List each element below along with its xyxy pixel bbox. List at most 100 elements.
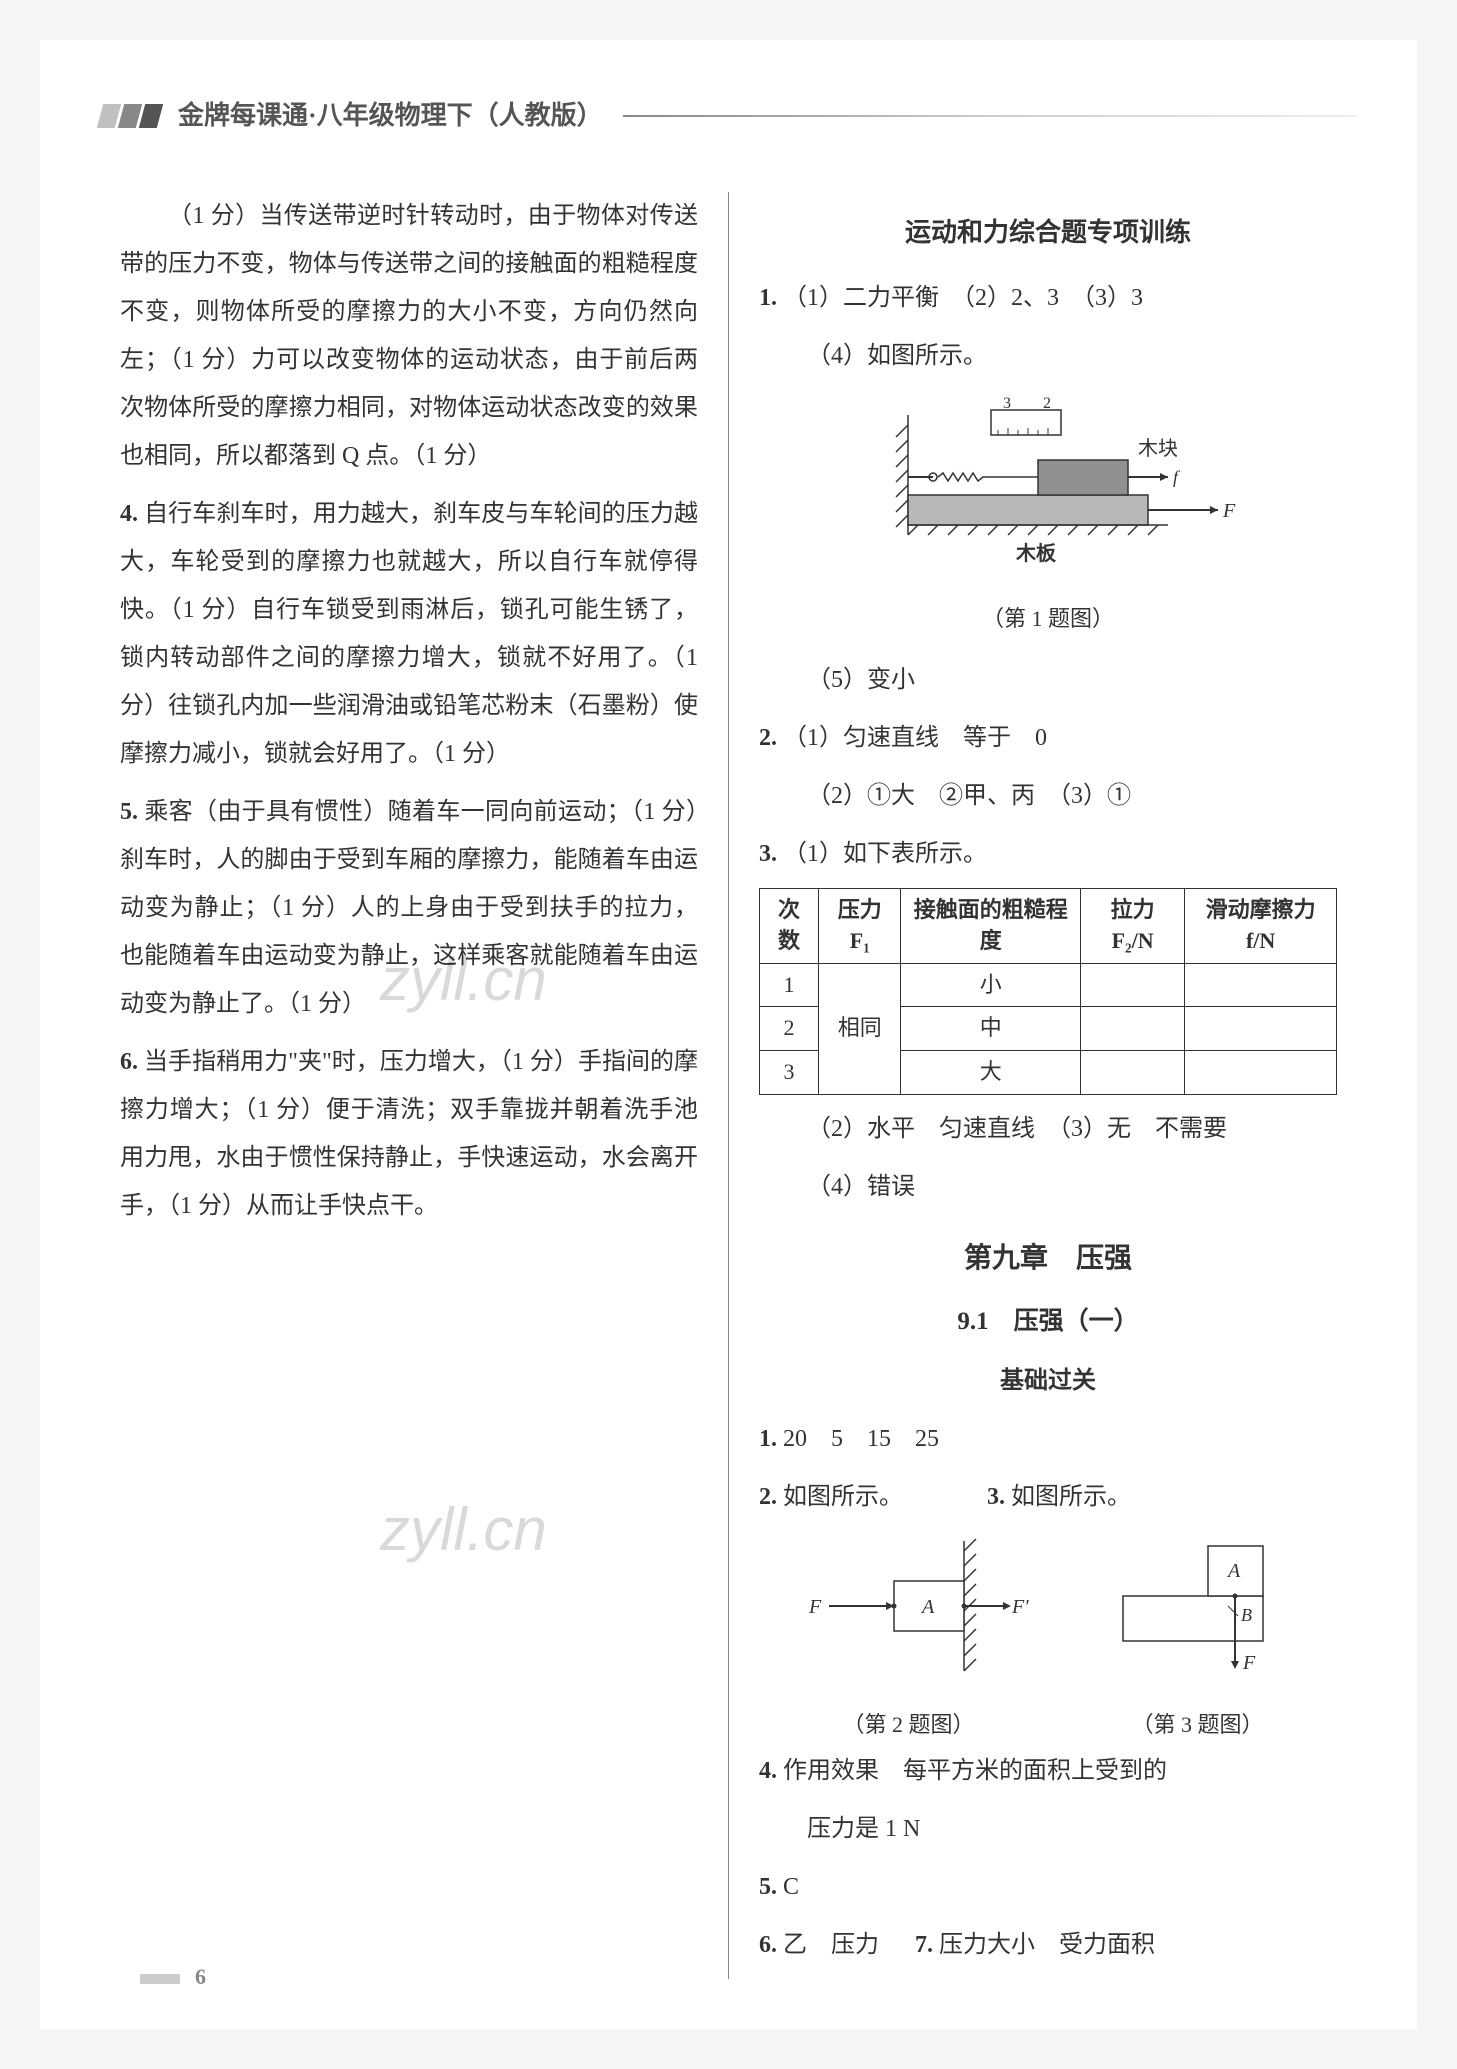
data-table: 次数 压力 F₁ 接触面的粗糙程度 拉力 F₂/N 滑动摩擦力 f/N 1 相同…: [759, 888, 1337, 1095]
diagram-3: A B F （第 3 题图）: [1083, 1531, 1313, 1747]
table-cell: 1: [760, 963, 819, 1007]
diagram-1: 3 2 木块 f F 木板 （第 1 题图）: [759, 395, 1337, 641]
right-item-2: 2. （1）匀速直线 等于 0: [759, 714, 1337, 762]
right-item-1-line3: （5）变小: [759, 656, 1337, 704]
figure-1-caption: （第 1 题图）: [759, 597, 1337, 641]
item-text: 压力大小 受力面积: [939, 1932, 1155, 1958]
figure-2-caption: （第 2 题图）: [784, 1703, 1034, 1747]
b-item-5: 5. C: [759, 1863, 1337, 1911]
item-number: 3.: [759, 841, 777, 867]
table-header-cell: 压力 F₁: [819, 889, 901, 964]
right-item-3: 3. （1）如下表所示。: [759, 830, 1337, 878]
item-text: 当手指稍用力"夹"时，压力增大，（1 分）手指间的摩擦力增大；（1 分）便于清洗…: [120, 1049, 698, 1219]
chapter-title: 第九章 压强: [759, 1231, 1337, 1287]
svg-text:A: A: [920, 1596, 935, 1618]
item-number: 4.: [759, 1758, 777, 1784]
item-text: 自行车刹车时，用力越大，刹车皮与车轮间的压力越大，车轮受到的摩擦力也就越大，所以…: [120, 501, 698, 767]
header-line: [623, 115, 1357, 117]
header-decoration: [100, 104, 163, 128]
item-text: 20 5 15 25: [783, 1426, 939, 1452]
diagram-1-svg: 3 2 木块 f F 木板: [848, 395, 1248, 575]
table-cell: 小: [901, 963, 1081, 1007]
item-text: 乙 压力: [783, 1932, 879, 1958]
svg-text:B: B: [1241, 1605, 1252, 1625]
table-cell: [1185, 1007, 1337, 1051]
item-text: 乘客（由于具有惯性）随着车一同向前运动；（1 分）刹车时，人的脚由于受到车厢的摩…: [120, 799, 698, 1017]
sub-title: 9.1 压强（一）: [759, 1297, 1337, 1347]
left-item-6: 6. 当手指稍用力"夹"时，压力增大，（1 分）手指间的摩擦力增大；（1 分）便…: [120, 1038, 698, 1230]
svg-text:f: f: [1173, 467, 1181, 487]
left-item-4: 4. 自行车刹车时，用力越大，刹车皮与车轮间的压力越大，车轮受到的摩擦力也就越大…: [120, 490, 698, 778]
svg-text:木板: 木板: [1015, 541, 1057, 565]
item-number: 5.: [759, 1874, 777, 1900]
header-title: 金牌每课通·八年级物理下（人教版）: [178, 90, 603, 142]
b-item-2-3: 2. 如图所示。 3. 如图所示。: [759, 1473, 1337, 1521]
left-p1: （1 分）当传送带逆时针转动时，由于物体对传送带的压力不变，物体与传送带之间的接…: [120, 192, 698, 480]
table-cell: [1081, 1051, 1185, 1095]
table-cell: 2: [760, 1007, 819, 1051]
left-item-5: 5. 乘客（由于具有惯性）随着车一同向前运动；（1 分）刹车时，人的脚由于受到车…: [120, 788, 698, 1028]
table-cell: 大: [901, 1051, 1081, 1095]
right-item-3-line3: （4）错误: [759, 1163, 1337, 1211]
svg-text:F': F': [1011, 1596, 1029, 1618]
figure-row-23: A F F' （第 2 题图）: [759, 1531, 1337, 1747]
svg-text:F: F: [808, 1596, 822, 1618]
diagram-2-svg: A F F': [784, 1531, 1034, 1681]
svg-text:F: F: [1242, 1652, 1256, 1674]
item-number: 7.: [915, 1932, 933, 1958]
page-container: zyll.cn zyll.cn 金牌每课通·八年级物理下（人教版） （1 分）当…: [40, 40, 1417, 2029]
item-number: 2.: [759, 1484, 777, 1510]
right-item-1-line2: （4）如图所示。: [759, 332, 1337, 380]
table-header-cell: 接触面的粗糙程度: [901, 889, 1081, 964]
item-text: C: [783, 1874, 799, 1900]
item-text: 如图所示。: [1011, 1484, 1131, 1510]
item-number: 1.: [759, 1426, 777, 1452]
table-cell: [1081, 963, 1185, 1007]
table-header-cell: 次数: [760, 889, 819, 964]
figure-3-caption: （第 3 题图）: [1083, 1703, 1313, 1747]
item-text: （1）二力平衡 （2）2、3 （3）3: [783, 285, 1143, 311]
table-cell: [1081, 1007, 1185, 1051]
table-row: 1 相同 小: [760, 963, 1337, 1007]
svg-text:A: A: [1226, 1560, 1241, 1582]
b-item-6-7: 6. 乙 压力 7. 压力大小 受力面积: [759, 1921, 1337, 1969]
item-text: （1）如下表所示。: [783, 841, 987, 867]
right-column: 运动和力综合题专项训练 1. （1）二力平衡 （2）2、3 （3）3 （4）如图…: [729, 192, 1357, 1979]
section-title: 运动和力综合题专项训练: [759, 207, 1337, 259]
b-item-4-line2: 压力是 1 N: [759, 1805, 1337, 1853]
item-number: 4.: [120, 501, 138, 527]
table-header-cell: 拉力 F₂/N: [1081, 889, 1185, 964]
item-number: 5.: [120, 799, 138, 825]
sub-sub-title: 基础过关: [759, 1357, 1337, 1405]
diagram-2: A F F' （第 2 题图）: [784, 1531, 1034, 1747]
right-item-3-line2: （2）水平 匀速直线 （3）无 不需要: [759, 1105, 1337, 1153]
right-item-2-line2: （2）①大 ②甲、丙 （3）①: [759, 772, 1337, 820]
table-cell: 3: [760, 1051, 819, 1095]
item-number: 3.: [987, 1484, 1005, 1510]
page-number: 6: [140, 1955, 206, 1999]
item-text: 如图所示。: [783, 1484, 903, 1510]
table-header-cell: 滑动摩擦力 f/N: [1185, 889, 1337, 964]
svg-text:F: F: [1222, 500, 1236, 522]
content-wrapper: （1 分）当传送带逆时针转动时，由于物体对传送带的压力不变，物体与传送带之间的接…: [100, 192, 1357, 1979]
item-number: 2.: [759, 725, 777, 751]
svg-text:2: 2: [1043, 395, 1051, 412]
left-column: （1 分）当传送带逆时针转动时，由于物体对传送带的压力不变，物体与传送带之间的接…: [100, 192, 729, 1979]
item-text: 作用效果 每平方米的面积上受到的: [783, 1758, 1167, 1784]
svg-text:木块: 木块: [1138, 437, 1178, 460]
item-number: 6.: [759, 1932, 777, 1958]
right-item-1: 1. （1）二力平衡 （2）2、3 （3）3: [759, 274, 1337, 322]
item-number: 6.: [120, 1049, 138, 1075]
b-item-4: 4. 作用效果 每平方米的面积上受到的: [759, 1747, 1337, 1795]
page-header: 金牌每课通·八年级物理下（人教版）: [100, 90, 1357, 162]
table-header-row: 次数 压力 F₁ 接触面的粗糙程度 拉力 F₂/N 滑动摩擦力 f/N: [760, 889, 1337, 964]
table-cell: [1185, 963, 1337, 1007]
table-cell: [1185, 1051, 1337, 1095]
table-cell: 中: [901, 1007, 1081, 1051]
item-text: （1）匀速直线 等于 0: [783, 725, 1047, 751]
svg-text:3: 3: [1003, 395, 1011, 412]
b-item-1: 1. 20 5 15 25: [759, 1415, 1337, 1463]
table-cell-merged: 相同: [819, 963, 901, 1094]
item-number: 1.: [759, 285, 777, 311]
diagram-3-svg: A B F: [1083, 1531, 1313, 1681]
